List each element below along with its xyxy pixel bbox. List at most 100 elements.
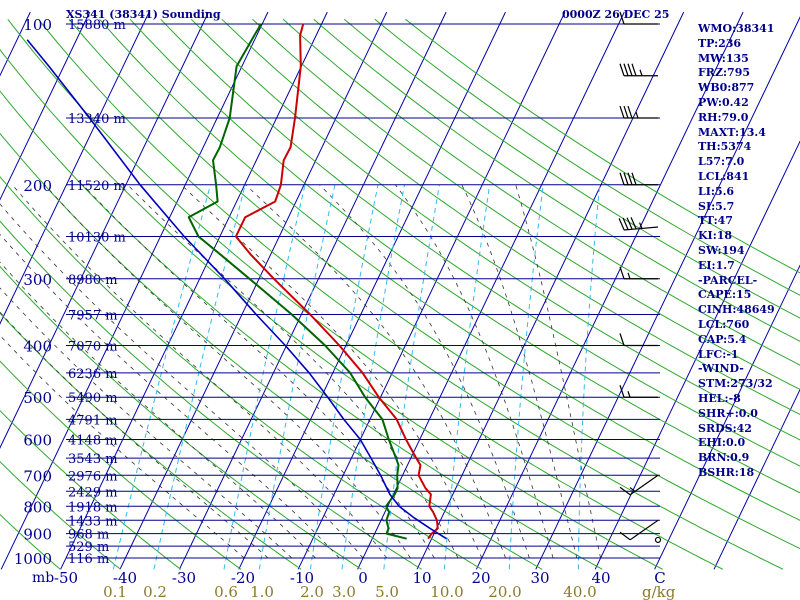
mixing-ratio-line [112, 184, 211, 570]
mixing-ratio-line [341, 184, 405, 570]
sounding-index-item: FRZ:795 [698, 66, 751, 80]
wind-barb [619, 474, 659, 496]
dry-adiabat-line [38, 18, 784, 570]
mixing-ratio-line [153, 184, 246, 570]
sounding-index-item: HEL:-8 [698, 391, 741, 405]
isotherm-line [297, 11, 566, 570]
sounding-index-item: TH:5374 [698, 140, 752, 154]
pressure-axis-label: mb [32, 570, 54, 586]
temperature-tick-label: -20 [231, 569, 255, 587]
sounding-index-item: LCL:760 [698, 317, 750, 331]
sounding-index-item: LI:5.6 [698, 184, 735, 198]
sounding-index-item: SI:5.7 [698, 199, 735, 213]
sounding-index-item: LFC:-1 [698, 347, 739, 361]
wind-barb [619, 266, 658, 280]
temperature-tick-label: 10 [412, 569, 431, 587]
height-label: 968 m [68, 528, 109, 543]
temperature-tick-label: 30 [530, 569, 549, 587]
sounding-index-item: LCL:841 [698, 169, 750, 183]
wind-barbs [618, 11, 662, 544]
mixing-ratio-line [577, 184, 601, 570]
temperature-trace [234, 23, 439, 540]
background-lines [0, 11, 800, 570]
isobar-lines [66, 23, 660, 559]
sounding-index-item: CAPE:15 [698, 288, 752, 302]
dry-adiabat-line [0, 409, 182, 570]
dry-adiabat-line [0, 220, 422, 570]
height-label: 3543 m [68, 452, 118, 467]
isotherm-line [0, 11, 31, 77]
dry-adiabat-line [68, 18, 800, 550]
mixing-ratio-line [258, 184, 336, 570]
pressure-tick-label: 600 [23, 432, 52, 450]
valid-time: 0000Z 26 DEC 25 [562, 8, 669, 21]
sounding-index-item: BSHR:18 [698, 465, 755, 479]
mixing-ratio-label: 40.0 [563, 583, 596, 600]
sounding-index-item: STM:273/32 [698, 377, 773, 391]
height-label: 4148 m [68, 434, 118, 449]
height-label: 7070 m [68, 340, 118, 355]
height-label: 1918 m [68, 500, 118, 515]
mixing-ratio-line [383, 184, 440, 570]
wind-barb [619, 333, 658, 347]
isotherm-line [416, 11, 685, 570]
dry-adiabat-line [0, 513, 61, 570]
dry-adiabat-line [313, 18, 800, 342]
temperature-tick-label: -30 [172, 569, 196, 587]
dry-adiabat-line [252, 18, 800, 391]
isotherm-line [0, 11, 209, 449]
pressure-tick-label: 300 [23, 271, 52, 289]
sounding-index-item: SRDS:42 [698, 421, 752, 435]
temperature-unit-label: C [654, 569, 665, 587]
isotherm-line [594, 140, 800, 570]
sounding-index-item: -WIND- [698, 362, 744, 376]
sounding-index-item: EI:1.7 [698, 258, 735, 272]
sounding-index-item: SHR+:0.0 [698, 406, 758, 420]
temperature-tick-label: 0 [358, 569, 368, 587]
dry-adiabat-line [0, 312, 302, 570]
mixing-ratio-label: 1.0 [250, 583, 274, 600]
dry-adiabat-line [0, 48, 663, 570]
wind-barb [619, 172, 658, 186]
mixing-ratio-label: 0.1 [103, 583, 127, 600]
isotherm-line [713, 388, 800, 570]
mixing-ratio-line [443, 184, 491, 570]
height-label: 2429 m [68, 485, 118, 500]
isotherm-line [119, 11, 388, 570]
mixing-ratio-line [223, 184, 306, 570]
wind-barb [619, 105, 658, 119]
dry-adiabat-line [374, 18, 800, 296]
dry-adiabat-line [0, 176, 483, 570]
mixing-ratio-label: 0.6 [214, 583, 238, 600]
sounding-index-item: TT:47 [698, 214, 733, 228]
dry-adiabat-line [0, 265, 362, 570]
temperature-tick-label: 40 [591, 569, 610, 587]
mixing-ratio-label: 10.0 [430, 583, 463, 600]
height-label: 6236 m [68, 367, 118, 382]
dry-adiabat-line [160, 18, 800, 467]
height-label: 1433 m [68, 514, 118, 529]
dry-adiabat-line [0, 460, 121, 570]
sounding-index-item: EHI:0.0 [698, 436, 746, 450]
pressure-tick-label: 900 [23, 526, 52, 544]
mixing-ratio-label: 20.0 [488, 583, 521, 600]
wind-barb [619, 519, 659, 541]
moist-adiabat-line [461, 184, 578, 559]
height-label: 116 m [68, 552, 109, 567]
temperature-tick-label: -50 [54, 569, 78, 587]
sounding-index-item: WMO:38341 [698, 22, 775, 35]
temperature-tick-label: -40 [113, 569, 137, 587]
dry-adiabat-line [99, 18, 800, 521]
sounding-index-item: SW:194 [698, 243, 745, 257]
isotherm-line [357, 11, 625, 570]
sounding-traces [26, 23, 447, 540]
station-title: XS341 (38341) Sounding [66, 8, 221, 21]
pressure-tick-label: 400 [23, 338, 52, 356]
pressure-tick-label: 1000 [14, 550, 52, 568]
sounding-index-item: L57:7.0 [698, 155, 745, 169]
pressure-tick-label: 700 [23, 467, 52, 485]
mixing-ratio-label: 5.0 [375, 583, 399, 600]
dewpoint-trace [187, 23, 407, 540]
